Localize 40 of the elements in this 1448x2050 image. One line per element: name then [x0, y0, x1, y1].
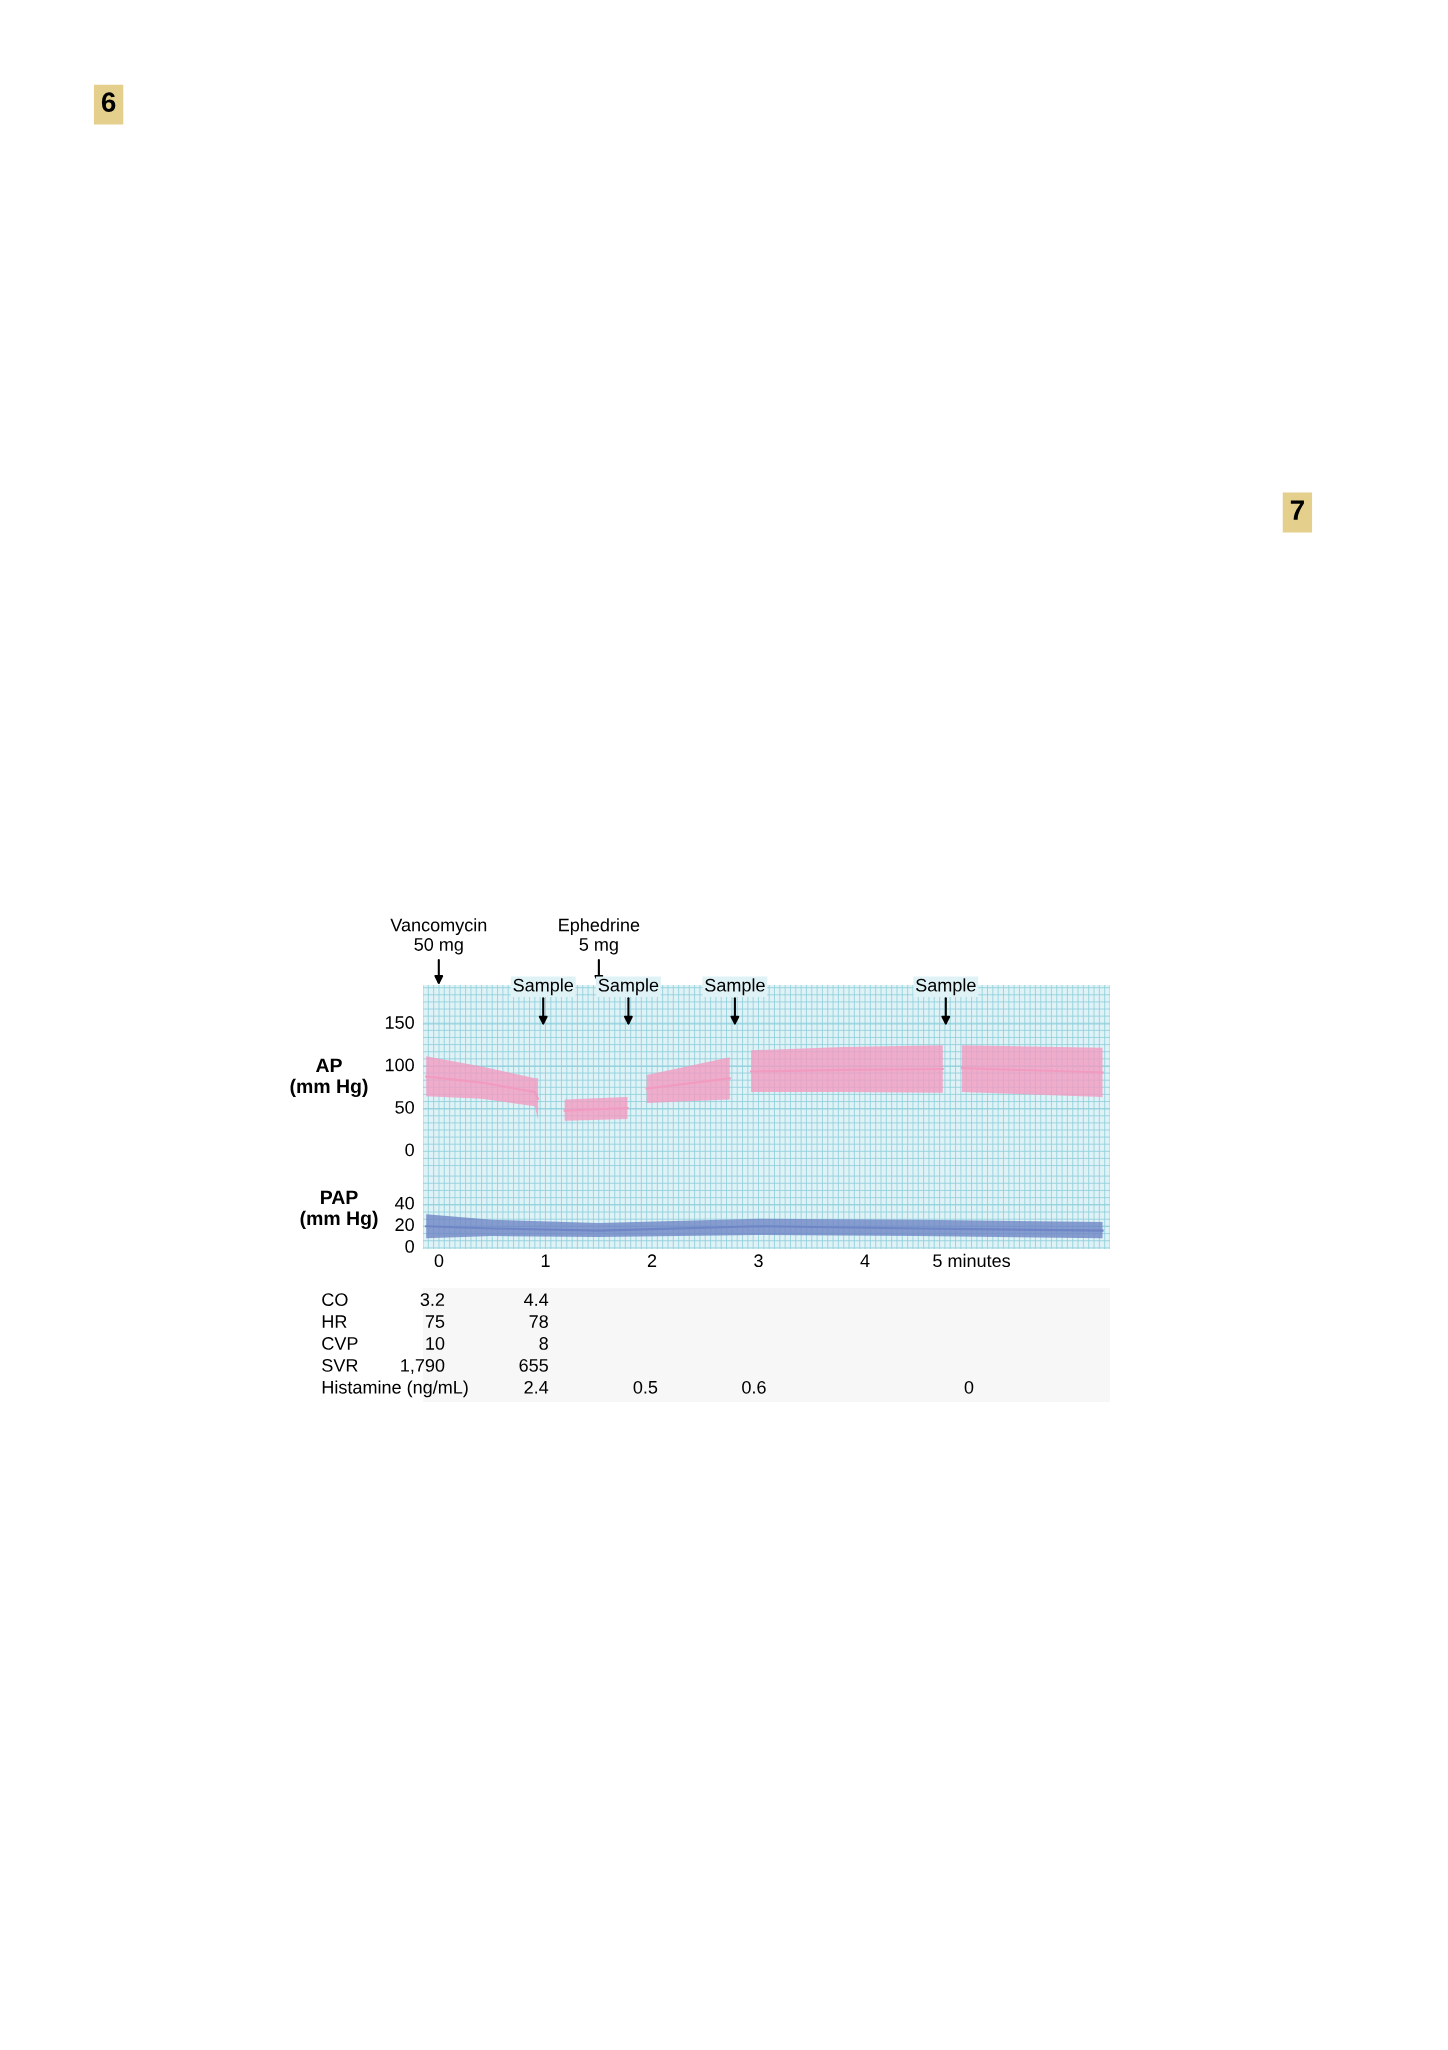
x-tick-label: 0 [434, 1254, 444, 1268]
text: 1,790 [401, 1358, 445, 1374]
text: Ephedrine 5 mg [559, 918, 640, 955]
annotation: Sample [513, 978, 574, 996]
y-tick-label: 20 [395, 1218, 414, 1232]
text: 78 [529, 1315, 548, 1328]
y-tick-label: 0 [405, 1143, 414, 1157]
text: HR [322, 1315, 347, 1328]
y-tick-label: 40 [395, 1196, 414, 1210]
text: 0.5 [633, 1380, 658, 1394]
text: 10 [426, 1337, 445, 1350]
y-axis-title: AP (mm Hg) [290, 1058, 368, 1098]
text: CO [322, 1293, 348, 1306]
text: 4.4 [524, 1293, 549, 1306]
annotation: Sample [598, 978, 659, 996]
text: 0 [964, 1380, 974, 1394]
x-tick-label: 5 minutes [933, 1253, 1011, 1268]
text: 2.4 [524, 1380, 549, 1394]
annotation: Sample [916, 978, 976, 996]
y-tick-label: 100 [385, 1058, 414, 1072]
text: CVP [322, 1337, 358, 1350]
x-tick-label: 2 [647, 1254, 657, 1267]
y-axis-title: PAP (mm Hg) [300, 1190, 378, 1230]
y-tick-label: 150 [385, 1016, 414, 1029]
text: 3.2 [420, 1293, 445, 1306]
annotation: Sample [705, 978, 765, 996]
text: 0.6 [742, 1380, 766, 1394]
x-tick-label: 1 [541, 1254, 550, 1267]
text: 8 [539, 1337, 548, 1350]
text: Vancomycin 50 mg [390, 918, 487, 955]
text: 75 [425, 1315, 445, 1328]
text: Histamine (ng/mL) [322, 1380, 468, 1398]
text: 7 [1290, 500, 1304, 520]
y-tick-label: 50 [395, 1100, 414, 1114]
text: 6 [101, 92, 116, 113]
text: 655 [519, 1358, 548, 1372]
x-tick-label: 3 [754, 1254, 763, 1268]
x-tick-label: 4 [860, 1254, 870, 1267]
y-tick-label: 0 [405, 1239, 414, 1253]
text: SVR [322, 1358, 358, 1372]
